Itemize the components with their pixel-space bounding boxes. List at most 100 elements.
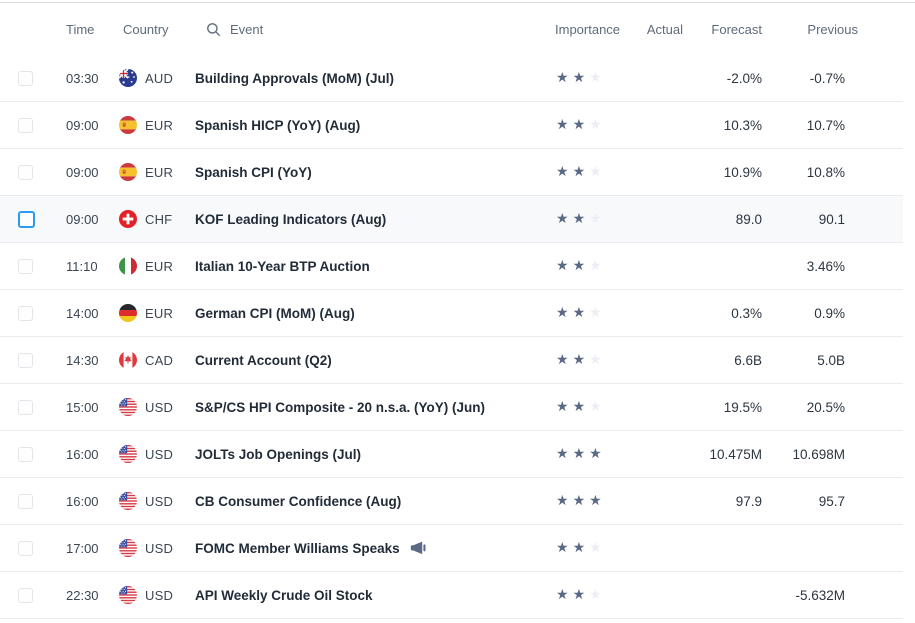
row-checkbox[interactable]	[18, 399, 33, 415]
row-checkbox[interactable]	[18, 493, 33, 509]
checkbox-cell	[0, 587, 48, 603]
event-row[interactable]: 09:00 EUR Spanish HICP (YoY) (Aug) ★ ★ ★ 1…	[0, 102, 903, 149]
row-checkbox[interactable]	[18, 352, 33, 368]
currency-code: EUR	[145, 305, 174, 321]
event-name-link[interactable]: CB Consumer Confidence (Aug)	[195, 493, 402, 509]
event-name-link[interactable]: Current Account (Q2)	[195, 352, 332, 368]
star-filled-icon: ★	[572, 445, 586, 461]
row-checkbox[interactable]	[18, 210, 35, 228]
forecast-value: 10.3%	[723, 117, 762, 133]
importance-stars: ★ ★ ★	[548, 116, 628, 134]
event-time: 03:30	[66, 70, 99, 86]
forecast-value: 97.9	[735, 493, 762, 509]
row-checkbox[interactable]	[18, 540, 33, 556]
star-filled-icon: ★	[556, 163, 569, 179]
italy-flag-icon	[119, 257, 137, 275]
event-cell: API Weekly Crude Oil Stock	[193, 588, 548, 603]
event-name-link[interactable]: German CPI (MoM) (Aug)	[195, 305, 355, 321]
event-rows: 03:30 AUD Building Approvals (MoM) (Jul)…	[0, 55, 903, 619]
search-icon[interactable]	[206, 22, 221, 37]
star-filled-icon: ★	[572, 257, 586, 273]
column-header-event-label: Event	[230, 21, 264, 37]
country-cell: CHF	[103, 210, 193, 228]
event-time: 11:10	[66, 258, 98, 274]
row-checkbox[interactable]	[18, 117, 33, 133]
star-filled-icon: ★	[572, 210, 586, 226]
star-empty-icon: ★	[589, 210, 602, 226]
column-header-country: Country	[123, 21, 169, 37]
event-name-link[interactable]: KOF Leading Indicators (Aug)	[195, 211, 387, 227]
importance-stars: ★ ★ ★	[548, 539, 628, 557]
star-empty-icon: ★	[589, 398, 602, 414]
checkbox-cell	[0, 493, 48, 509]
row-checkbox[interactable]	[18, 587, 33, 603]
star-filled-icon: ★	[556, 445, 569, 461]
importance-stars: ★ ★ ★	[548, 351, 628, 369]
column-header-event: Event	[193, 22, 548, 37]
event-name-link[interactable]: Building Approvals (MoM) (Jul)	[195, 70, 394, 86]
country-cell: USD	[103, 586, 193, 604]
star-empty-icon: ★	[589, 539, 602, 555]
star-filled-icon: ★	[556, 492, 569, 508]
checkbox-cell	[0, 210, 48, 228]
event-name-link[interactable]: API Weekly Crude Oil Stock	[195, 587, 373, 603]
event-row[interactable]: 14:30 CAD Current Account (Q2) ★ ★ ★ 6.6B …	[0, 337, 903, 384]
event-row[interactable]: 17:00 USD FOMC Member Williams Speaks ★ ★…	[0, 525, 903, 572]
row-checkbox[interactable]	[18, 305, 33, 321]
event-row[interactable]: 16:00 USD CB Consumer Confidence (Aug) ★…	[0, 478, 903, 525]
event-cell: JOLTs Job Openings (Jul)	[193, 447, 548, 462]
row-checkbox[interactable]	[18, 164, 33, 180]
star-filled-icon: ★	[556, 69, 569, 85]
event-row[interactable]: 09:00 CHF KOF Leading Indicators (Aug) ★…	[0, 196, 903, 243]
event-row[interactable]: 22:30 USD API Weekly Crude Oil Stock ★ ★ ★…	[0, 572, 903, 619]
row-checkbox[interactable]	[18, 258, 33, 274]
event-name-link[interactable]: Spanish HICP (YoY) (Aug)	[195, 117, 361, 133]
event-name-link[interactable]: S&P/CS HPI Composite - 20 n.s.a. (YoY) (…	[195, 399, 486, 415]
star-empty-icon: ★	[589, 351, 602, 367]
row-checkbox[interactable]	[18, 70, 33, 86]
event-time: 09:00	[66, 164, 99, 180]
star-filled-icon: ★	[572, 351, 586, 367]
currency-code: EUR	[145, 258, 174, 274]
checkbox-cell	[0, 352, 48, 368]
event-time: 16:00	[66, 493, 99, 509]
column-header-time: Time	[66, 21, 95, 37]
country-cell: USD	[103, 539, 193, 557]
event-cell: Current Account (Q2)	[193, 353, 548, 368]
importance-stars: ★ ★ ★	[548, 210, 628, 228]
importance-stars: ★ ★ ★	[548, 304, 628, 322]
event-name-link[interactable]: Spanish CPI (YoY)	[195, 164, 312, 180]
country-cell: USD	[103, 398, 193, 416]
star-filled-icon: ★	[556, 398, 569, 414]
event-name-link[interactable]: FOMC Member Williams Speaks	[195, 540, 400, 556]
country-cell: USD	[103, 492, 193, 510]
star-filled-icon: ★	[572, 69, 586, 85]
star-filled-icon: ★	[572, 116, 586, 132]
star-filled-icon: ★	[572, 586, 586, 602]
previous-value: 10.698M	[792, 446, 845, 462]
event-name-link[interactable]: Italian 10-Year BTP Auction	[195, 258, 370, 274]
importance-stars: ★ ★ ★	[548, 445, 628, 463]
event-cell: Spanish HICP (YoY) (Aug)	[193, 118, 548, 133]
event-row[interactable]: 11:10 EUR Italian 10-Year BTP Auction ★ ★…	[0, 243, 903, 290]
checkbox-cell	[0, 446, 48, 462]
checkbox-cell	[0, 399, 48, 415]
forecast-value: 6.6B	[734, 352, 762, 368]
star-filled-icon: ★	[572, 304, 586, 320]
column-header-importance: Importance	[555, 21, 621, 37]
previous-value: 0.9%	[814, 305, 845, 321]
importance-stars: ★ ★ ★	[548, 163, 628, 181]
country-cell: EUR	[103, 304, 193, 322]
row-checkbox[interactable]	[18, 446, 33, 462]
event-time: 17:00	[66, 540, 99, 556]
checkbox-cell	[0, 305, 48, 321]
forecast-value: 10.9%	[723, 164, 762, 180]
usa-flag-icon	[119, 586, 137, 604]
event-row[interactable]: 14:00 EUR German CPI (MoM) (Aug) ★ ★ ★ 0.3…	[0, 290, 903, 337]
checkbox-cell	[0, 70, 48, 86]
event-row[interactable]: 16:00 USD JOLTs Job Openings (Jul) ★ ★ ★ 1…	[0, 431, 903, 478]
event-row[interactable]: 15:00 USD S&P/CS HPI Composite - 20 n.s.…	[0, 384, 903, 431]
event-row[interactable]: 03:30 AUD Building Approvals (MoM) (Jul)…	[0, 55, 903, 102]
event-name-link[interactable]: JOLTs Job Openings (Jul)	[195, 446, 362, 462]
event-row[interactable]: 09:00 EUR Spanish CPI (YoY) ★ ★ ★ 10.9% 10…	[0, 149, 903, 196]
